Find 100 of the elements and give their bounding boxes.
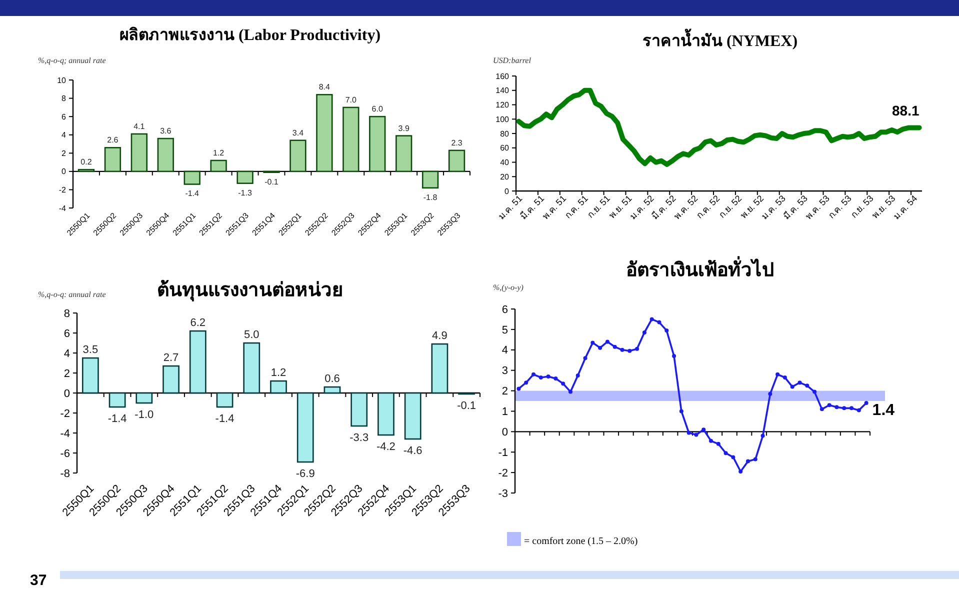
point xyxy=(782,375,787,380)
y-tick-label: 0 xyxy=(64,388,70,400)
bar xyxy=(270,380,287,394)
bar xyxy=(350,392,368,427)
data-label: -1.8 xyxy=(423,192,438,202)
y-tick-label: -4 xyxy=(58,204,67,213)
data-label: 5.0 xyxy=(244,329,260,341)
data-label: 6.0 xyxy=(372,104,384,114)
point xyxy=(620,348,624,352)
point xyxy=(731,455,736,460)
bar xyxy=(378,392,394,436)
point xyxy=(850,406,854,410)
point xyxy=(768,392,772,396)
data-label: -3.3 xyxy=(350,432,369,444)
y-tick-label: -1 xyxy=(498,446,508,459)
point xyxy=(635,346,640,351)
point xyxy=(672,354,676,358)
point xyxy=(583,356,588,360)
point xyxy=(842,406,846,410)
y-tick-label: 4 xyxy=(62,130,67,140)
bar xyxy=(216,392,234,408)
bar xyxy=(296,392,314,463)
chart-title: ต้นทุนแรงงานต่อหน่วย xyxy=(157,279,343,302)
data-label: 2.6 xyxy=(107,136,119,145)
point xyxy=(820,407,824,412)
y-tick-label: 0 xyxy=(62,167,67,176)
bar xyxy=(396,135,412,172)
data-label: -1.4 xyxy=(108,413,127,425)
point xyxy=(524,380,528,385)
point xyxy=(760,434,765,438)
point xyxy=(598,346,602,350)
point xyxy=(612,344,617,349)
point xyxy=(716,442,720,446)
y-tick-label: 0 xyxy=(504,186,510,196)
y-tick-label: 6 xyxy=(502,304,508,316)
point xyxy=(554,376,558,381)
bar xyxy=(431,343,448,394)
data-label: 1.2 xyxy=(213,148,225,158)
point xyxy=(664,328,669,332)
y-tick-label: 4 xyxy=(502,344,508,357)
chart-title: ราคาน้ำมัน (NYMEX) xyxy=(642,28,798,50)
bar xyxy=(404,392,422,440)
y-tick-label: -4 xyxy=(60,428,70,440)
data-label: -4.2 xyxy=(376,441,396,453)
point xyxy=(605,340,610,344)
point xyxy=(686,430,691,435)
point xyxy=(790,384,794,389)
data-label: -0.1 xyxy=(264,177,279,186)
data-label: 3.9 xyxy=(398,124,410,133)
bar xyxy=(369,116,386,172)
bar xyxy=(422,170,439,189)
data-label: 0.6 xyxy=(324,373,340,385)
point xyxy=(546,374,550,378)
y-tick-label: 5 xyxy=(502,324,508,336)
y-tick-label: 140 xyxy=(496,86,510,96)
y-axis-title: %,q-o-q: annual rate xyxy=(38,290,106,299)
point xyxy=(590,340,595,345)
data-label: 0.2 xyxy=(80,158,92,167)
data-label: 4.9 xyxy=(432,330,448,342)
y-tick-label: -2 xyxy=(58,186,67,195)
y-tick-label: 2 xyxy=(62,148,67,158)
point xyxy=(657,320,662,324)
point xyxy=(708,438,713,443)
data-label: -1.0 xyxy=(134,409,154,421)
point xyxy=(561,382,566,386)
point xyxy=(642,330,646,335)
point xyxy=(538,375,543,380)
point xyxy=(834,405,839,410)
point xyxy=(746,459,750,464)
bar xyxy=(243,342,260,394)
point xyxy=(694,432,698,437)
y-tick-label: 3 xyxy=(502,365,508,378)
y-tick-label: -2 xyxy=(498,467,508,480)
data-label: 3.6 xyxy=(160,126,172,136)
annotation: 1.4 xyxy=(872,402,895,420)
point xyxy=(702,428,706,432)
y-axis-title: %,(y-o-y) xyxy=(493,283,524,292)
bar xyxy=(184,170,200,185)
bar xyxy=(157,138,174,172)
text: 37 xyxy=(30,572,47,589)
point xyxy=(576,373,580,378)
y-tick-label: -3 xyxy=(498,488,508,500)
y-tick-label: -8 xyxy=(60,468,70,480)
y-tick-label: 40 xyxy=(500,158,510,168)
y-tick-label: 80 xyxy=(500,129,510,138)
bar xyxy=(342,106,360,172)
y-tick-label: 4 xyxy=(64,348,70,360)
point xyxy=(805,384,810,388)
data-label: 3.4 xyxy=(292,128,304,138)
bar xyxy=(189,330,206,394)
y-tick-label: 6 xyxy=(64,328,70,340)
data-label: 2.7 xyxy=(163,352,179,364)
point xyxy=(827,403,832,408)
bar xyxy=(236,170,254,184)
bar xyxy=(316,94,333,172)
point xyxy=(864,401,868,406)
point xyxy=(531,372,536,376)
point xyxy=(679,409,684,414)
point xyxy=(753,457,758,462)
y-tick-label: 120 xyxy=(496,100,510,110)
